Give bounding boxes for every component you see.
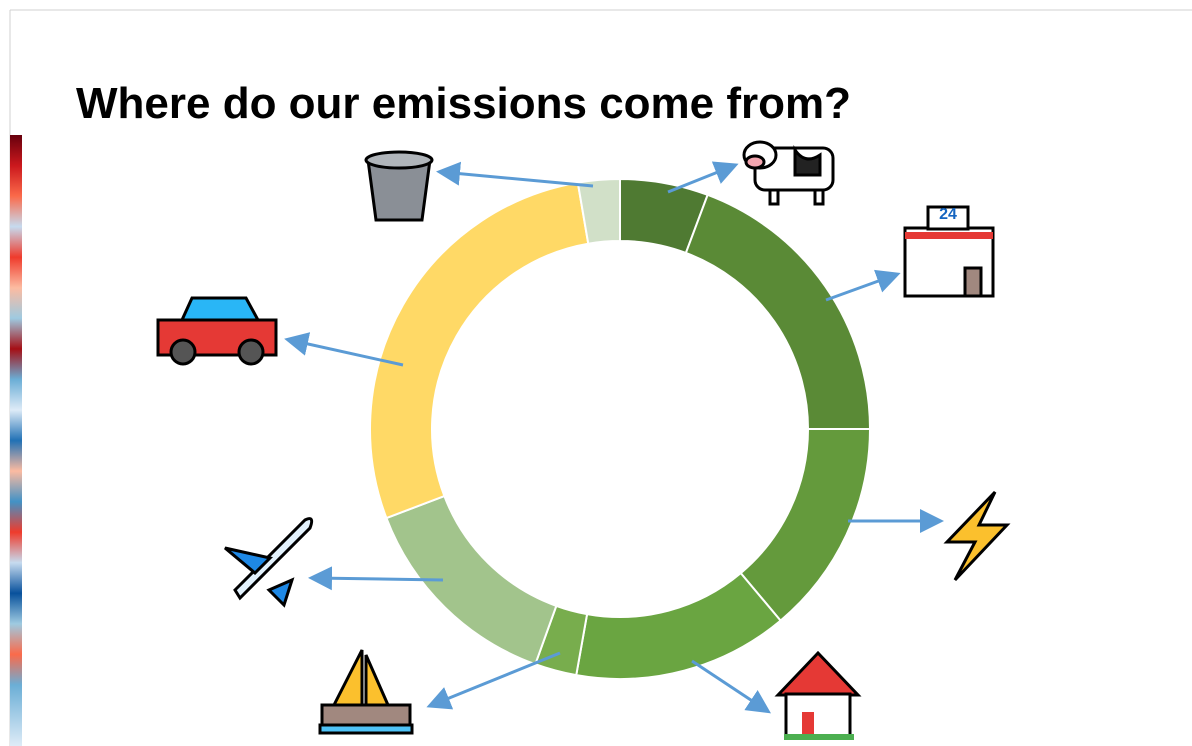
svg-text:24: 24 — [939, 206, 957, 223]
donut-slice — [369, 181, 590, 520]
arrows — [284, 161, 944, 714]
donut-slice — [739, 428, 872, 623]
warming-stripes — [10, 135, 22, 746]
donut-slice — [575, 571, 782, 680]
donut — [369, 177, 872, 680]
donut-slice — [576, 177, 621, 245]
chart-title: Where do our emissions come from? — [76, 79, 851, 128]
donut-slice — [684, 193, 872, 430]
icons: 24 — [156, 140, 1011, 740]
